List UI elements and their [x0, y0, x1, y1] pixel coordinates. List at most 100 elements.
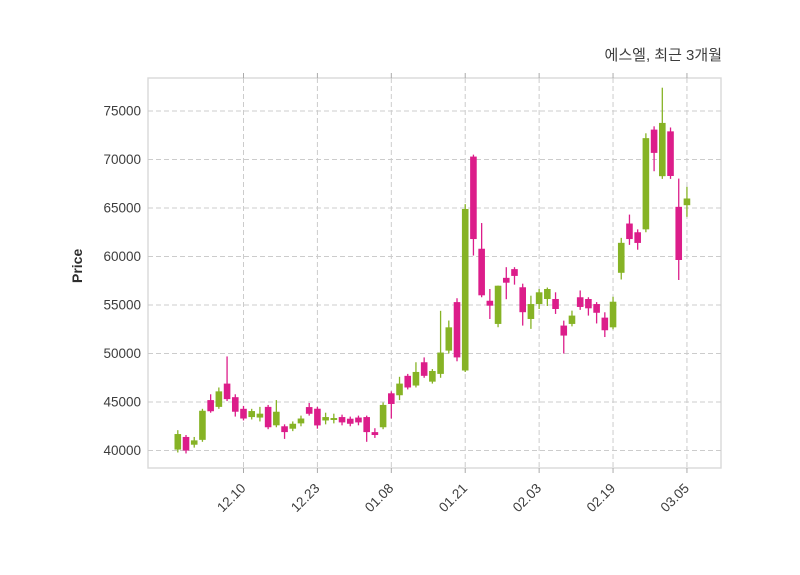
candle-down — [502, 267, 510, 300]
candle-down — [264, 404, 272, 430]
candle-up — [445, 320, 453, 354]
candle-body — [207, 400, 214, 412]
y-tick-label: 40000 — [103, 443, 141, 458]
candle-down — [650, 126, 658, 172]
candle-body — [659, 122, 666, 177]
candle-up — [199, 408, 206, 442]
candle-body — [264, 406, 272, 428]
candle-up — [535, 289, 543, 309]
y-tick-label: 75000 — [103, 103, 141, 118]
candle-body — [511, 269, 518, 276]
candle-up — [322, 412, 329, 425]
candle-body — [683, 198, 691, 206]
x-tick-labels: 12.10 12.23 01.08 01.21 02.03 02.19 03.05 — [214, 481, 692, 516]
candle-body — [568, 315, 576, 324]
candle-up — [174, 430, 182, 453]
candle-up — [659, 87, 666, 179]
x-tick-label: 02.03 — [510, 481, 545, 516]
candle-down — [371, 428, 379, 438]
candle-body — [585, 299, 592, 309]
candle-body — [305, 407, 313, 414]
candle-up — [461, 204, 469, 372]
candle-body — [650, 129, 658, 153]
candle-up — [544, 287, 551, 306]
candle-down — [223, 356, 231, 402]
candle-body — [396, 383, 403, 396]
candle-up — [568, 310, 576, 327]
candle-down — [338, 414, 346, 426]
candle-up — [609, 296, 617, 330]
candles — [174, 87, 691, 454]
candle-up — [396, 376, 403, 401]
candle-down — [519, 283, 527, 326]
candle-down — [363, 415, 370, 442]
candle-up — [617, 237, 625, 280]
candle-down — [231, 394, 239, 417]
candle-body — [626, 223, 633, 240]
candle-body — [314, 408, 321, 426]
candle-body — [388, 393, 395, 404]
candle-up — [494, 285, 502, 328]
candle-body — [240, 408, 247, 419]
candle-down — [552, 292, 559, 314]
candle-body — [601, 317, 609, 331]
candle-down — [420, 357, 428, 378]
candle-down — [675, 178, 683, 280]
candle-body — [420, 362, 428, 376]
candle-body — [412, 371, 420, 386]
candle-down — [404, 373, 412, 390]
candle-down — [626, 214, 633, 245]
candle-down — [305, 403, 313, 416]
candle-body — [560, 325, 568, 336]
candle-body — [593, 304, 600, 313]
candle-down — [576, 290, 584, 310]
candle-down — [601, 312, 609, 338]
candle-body — [379, 404, 387, 428]
y-tick-label: 65000 — [103, 201, 141, 216]
candle-up — [527, 295, 535, 329]
candle-up — [248, 408, 256, 420]
candle-body — [486, 300, 494, 306]
gridlines — [148, 78, 721, 468]
candle-down — [470, 154, 477, 256]
candle-up — [429, 369, 436, 384]
x-tick-label: 01.21 — [436, 481, 471, 516]
y-axis-label: Price — [69, 248, 85, 283]
candle-down — [667, 127, 674, 179]
candle-body — [289, 423, 297, 429]
candle-down — [478, 223, 485, 298]
candle-down — [314, 406, 321, 429]
y-tick-label: 70000 — [103, 152, 141, 167]
candle-down — [240, 405, 247, 421]
candle-up — [330, 413, 338, 424]
y-tick-label: 50000 — [103, 346, 141, 361]
candle-body — [470, 156, 477, 240]
candle-up — [289, 421, 297, 432]
candle-down — [346, 416, 354, 427]
candle-body — [667, 131, 674, 176]
candle-body — [478, 248, 485, 296]
x-tick-label: 12.23 — [288, 481, 323, 516]
chart-title: 에스엘, 최근 3개월 — [604, 47, 722, 64]
candle-body — [248, 411, 256, 418]
candle-down — [511, 267, 518, 285]
candle-body — [231, 397, 239, 412]
candle-body — [502, 277, 510, 283]
candle-body — [519, 287, 527, 313]
x-tick-label: 03.05 — [658, 481, 693, 516]
candle-down — [207, 394, 214, 413]
x-tick-label: 12.10 — [214, 481, 249, 516]
candle-body — [617, 242, 625, 273]
x-tick-label: 02.19 — [584, 481, 619, 516]
candle-up — [215, 387, 223, 409]
y-tick-label: 55000 — [103, 298, 141, 313]
candle-down — [281, 424, 288, 439]
candle-body — [330, 418, 338, 420]
candle-body — [273, 411, 280, 426]
candle-down — [182, 435, 190, 454]
candle-body — [642, 138, 650, 230]
candle-up — [642, 133, 650, 233]
y-tick-labels: 40000 45000 50000 55000 60000 65000 70000 75000 — [103, 103, 141, 458]
candle-body — [453, 302, 461, 358]
